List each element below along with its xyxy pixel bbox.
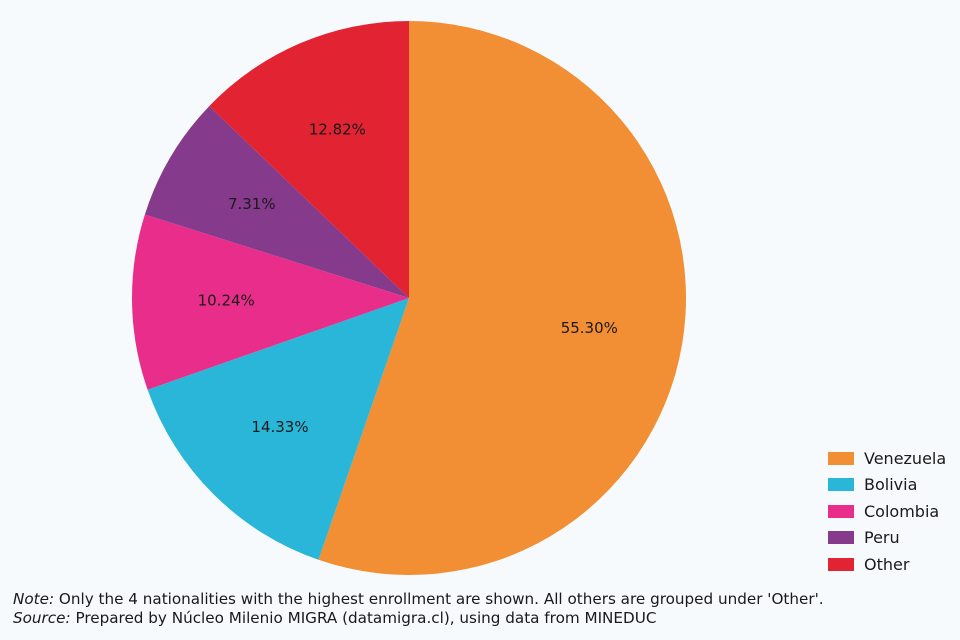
note-prefix: Note: [13,590,55,608]
legend-item-venezuela[interactable]: Venezuela [828,445,946,472]
legend-item-bolivia[interactable]: Bolivia [828,472,946,499]
source-line: Source: Prepared by Núcleo Milenio MIGRA… [13,609,824,628]
legend-swatch-bolivia [828,478,854,492]
note-text: Only the 4 nationalities with the highes… [54,590,824,608]
pie-slice-other[interactable] [209,21,409,298]
legend-label-other: Other [864,554,910,574]
legend-label-venezuela: Venezuela [864,448,947,468]
legend-label-bolivia: Bolivia [864,475,918,495]
pie-label-bolivia: 14.33% [251,418,308,436]
pie-slices [132,21,687,575]
legend-item-peru[interactable]: Peru [828,525,946,552]
pie-slice-colombia[interactable] [132,214,410,390]
note-line: Note: Only the 4 nationalities with the … [13,590,824,609]
source-text: Prepared by Núcleo Milenio MIGRA (datami… [70,609,657,627]
legend-swatch-venezuela [828,451,854,465]
pie-slice-peru[interactable] [144,106,409,298]
pie-labels: 55.30% 14.33% 10.24% 7.31% 12.82% [198,120,618,436]
pie-chart: 55.30% 14.33% 10.24% 7.31% 12.82% [132,21,687,575]
legend-swatch-colombia [828,504,854,518]
legend-item-other[interactable]: Other [828,551,946,578]
pie-label-peru: 7.31% [228,195,276,213]
legend-swatch-other [828,557,854,571]
source-prefix: Source: [13,609,71,627]
legend: Venezuela Bolivia Colombia Peru Other [828,445,946,578]
chart-footnote: Note: Only the 4 nationalities with the … [13,590,824,628]
pie-label-other: 12.82% [309,120,366,138]
pie-slice-venezuela[interactable] [318,21,687,575]
legend-label-colombia: Colombia [864,501,940,521]
pie-label-venezuela: 55.30% [561,319,618,337]
legend-label-peru: Peru [864,528,900,548]
pie-label-colombia: 10.24% [198,291,255,309]
legend-swatch-peru [828,531,854,545]
legend-item-colombia[interactable]: Colombia [828,498,946,525]
pie-slice-bolivia[interactable] [147,298,409,560]
